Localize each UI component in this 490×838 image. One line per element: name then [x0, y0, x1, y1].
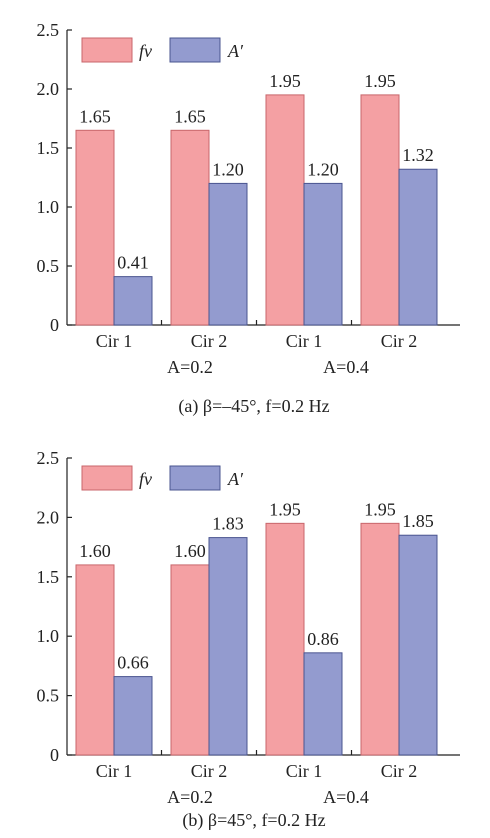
- caption: (a) β=–45°, f=0.2 Hz: [178, 396, 329, 417]
- caption-prefix: (a): [178, 396, 202, 417]
- legend-swatch-fv: [81, 37, 133, 63]
- data-label: 1.65: [79, 106, 111, 126]
- bar-fv: [75, 564, 115, 756]
- caption-beta: β=–45°,: [203, 396, 266, 416]
- legend-label-a-prime: A′: [227, 469, 244, 489]
- data-label: 1.95: [269, 499, 301, 519]
- bar-a-prime: [303, 652, 343, 756]
- x-category-label: Cir 1: [286, 331, 323, 351]
- data-label: 0.66: [117, 653, 149, 673]
- y-tick-label: 1.5: [37, 138, 60, 158]
- bar-a-prime: [208, 537, 248, 756]
- caption-frequency: f=0.2 Hz: [261, 810, 325, 830]
- y-tick-label: 2.0: [37, 79, 60, 99]
- bar-a-prime: [208, 182, 248, 326]
- data-label: 1.95: [364, 499, 396, 519]
- y-tick-label: 2.5: [37, 20, 60, 40]
- x-category-label: Cir 2: [191, 331, 228, 351]
- data-label: 0.86: [307, 629, 339, 649]
- data-label: 1.20: [212, 159, 244, 179]
- bar-fv: [170, 129, 210, 326]
- bar-fv: [265, 522, 305, 756]
- x-category-label: Cir 1: [286, 761, 323, 781]
- caption-prefix: (b): [182, 810, 208, 831]
- x-category-label: Cir 1: [96, 761, 133, 781]
- chart-panel-a: 0 0.5 1.0 1.5 2.0 2.5 1.65 1.65 1.95 1.95 0.41 1.20…: [37, 20, 460, 417]
- data-label: 1.95: [364, 71, 396, 91]
- chart-panel-b: 0 0.5 1.0 1.5 2.0 2.5 1.60 1.60 1.95 1.95 0.66 1.83…: [37, 448, 460, 831]
- y-tick-label: 0.5: [37, 256, 60, 276]
- legend-swatch-a-prime: [169, 37, 221, 63]
- data-label: 1.20: [307, 159, 339, 179]
- y-tick-label: 0: [50, 315, 59, 335]
- bar-fv: [360, 522, 400, 756]
- data-label: 1.60: [79, 541, 111, 561]
- caption-beta: β=45°,: [208, 810, 262, 830]
- x-category-label: Cir 2: [381, 761, 418, 781]
- legend-swatch-fv: [81, 465, 133, 491]
- legend-swatch-a-prime: [169, 465, 221, 491]
- caption: (b) β=45°, f=0.2 Hz: [182, 810, 325, 831]
- bar-a-prime: [398, 168, 438, 326]
- bar-fv: [265, 94, 305, 326]
- bar-a-prime: [398, 534, 438, 756]
- x-category-label: Cir 2: [191, 761, 228, 781]
- data-label: 1.83: [212, 514, 244, 534]
- x-group-label: A=0.2: [167, 787, 213, 807]
- bar-a-prime: [113, 676, 153, 756]
- y-tick-label: 0: [50, 745, 59, 765]
- legend-label-fv: fv: [139, 469, 152, 489]
- data-label: 0.41: [117, 253, 149, 273]
- bar-a-prime: [303, 182, 343, 326]
- bar-fv: [360, 94, 400, 326]
- x-category-label: Cir 2: [381, 331, 418, 351]
- data-label: 1.85: [402, 511, 434, 531]
- x-group-label: A=0.4: [323, 357, 369, 377]
- bar-fv: [170, 564, 210, 756]
- bar-fv: [75, 129, 115, 326]
- legend-label-a-prime: A′: [227, 41, 244, 61]
- y-tick-label: 1.0: [37, 197, 60, 217]
- legend-label-fv: fv: [139, 41, 152, 61]
- y-tick-label: 1.5: [37, 567, 60, 587]
- data-label: 1.65: [174, 106, 206, 126]
- y-tick-label: 2.5: [37, 448, 60, 468]
- y-tick-label: 1.0: [37, 626, 60, 646]
- bar-a-prime: [113, 276, 153, 326]
- caption-frequency: f=0.2 Hz: [265, 396, 329, 416]
- data-label: 1.60: [174, 541, 206, 561]
- data-label: 1.32: [402, 145, 434, 165]
- data-label: 1.95: [269, 71, 301, 91]
- x-category-label: Cir 1: [96, 331, 133, 351]
- y-tick-label: 0.5: [37, 686, 60, 706]
- y-tick-label: 2.0: [37, 507, 60, 527]
- x-group-label: A=0.2: [167, 357, 213, 377]
- x-group-label: A=0.4: [323, 787, 369, 807]
